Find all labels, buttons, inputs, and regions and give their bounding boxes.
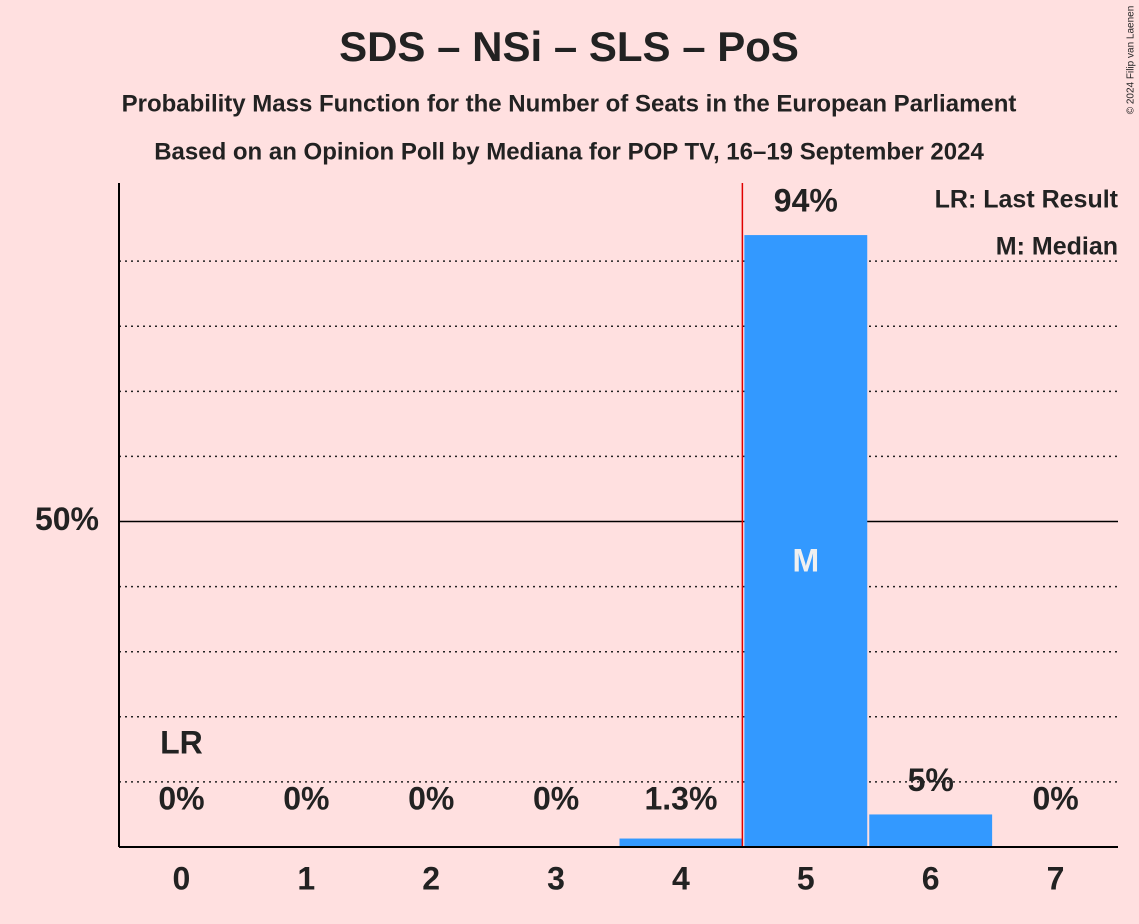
median-marker: M bbox=[792, 542, 819, 578]
y-tick-label: 50% bbox=[35, 501, 99, 537]
value-label: 1.3% bbox=[644, 780, 717, 816]
chart-subtitle: Based on an Opinion Poll by Mediana for … bbox=[154, 138, 984, 165]
value-label: 94% bbox=[774, 183, 838, 219]
last-result-marker: LR bbox=[160, 724, 203, 760]
legend-entry: LR: Last Result bbox=[935, 186, 1119, 214]
x-tick-label: 3 bbox=[547, 860, 565, 896]
x-tick-label: 7 bbox=[1047, 860, 1065, 896]
x-tick-label: 6 bbox=[922, 860, 940, 896]
legend-entry: M: Median bbox=[996, 233, 1118, 261]
chart-title: SDS – NSi – SLS – PoS bbox=[339, 23, 799, 70]
copyright: © 2024 Filip van Laenen bbox=[1126, 6, 1137, 115]
x-tick-label: 4 bbox=[672, 860, 690, 896]
value-label: 5% bbox=[908, 762, 954, 798]
value-label: 0% bbox=[533, 780, 579, 816]
x-tick-label: 1 bbox=[297, 860, 315, 896]
x-tick-label: 2 bbox=[422, 860, 440, 896]
x-tick-label: 0 bbox=[173, 860, 191, 896]
bar bbox=[869, 814, 993, 847]
bar bbox=[619, 838, 743, 847]
value-label: 0% bbox=[1032, 780, 1078, 816]
chart-subtitle: Probability Mass Function for the Number… bbox=[122, 90, 1017, 117]
x-tick-label: 5 bbox=[797, 860, 815, 896]
bar bbox=[744, 235, 868, 847]
value-label: 0% bbox=[158, 780, 204, 816]
value-label: 0% bbox=[408, 780, 454, 816]
value-label: 0% bbox=[283, 780, 329, 816]
